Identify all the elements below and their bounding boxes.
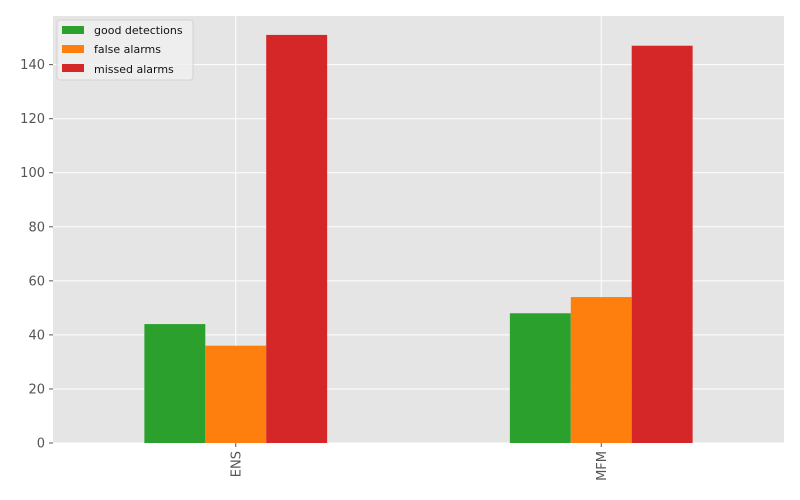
bar-good-detections-MFM (509, 313, 571, 443)
x-tick-label-MFM: MFM (595, 451, 610, 481)
legend-label-false-alarms: false alarms (94, 43, 161, 56)
y-tick-label: 140 (20, 58, 45, 73)
bar-missed-alarms-ENS (266, 34, 328, 443)
legend: good detections false alarms missed alar… (56, 19, 194, 81)
bar-false-alarms-MFM (570, 297, 632, 443)
y-tick-label: 0 (37, 437, 45, 452)
legend-label-good-detections: good detections (94, 24, 183, 37)
x-tick-label-ENS: ENS (229, 451, 244, 477)
y-tick-label: 60 (28, 274, 45, 289)
legend-box (56, 19, 194, 81)
legend-swatch-false-alarms (62, 45, 84, 53)
y-tick-label: 120 (20, 112, 45, 127)
legend-swatch-missed-alarms (62, 64, 84, 72)
y-axis-ticks: 0 20 40 60 80 100 120 140 (20, 58, 53, 452)
bar-false-alarms-ENS (205, 345, 267, 443)
bar-missed-alarms-MFM (631, 45, 693, 444)
legend-label-missed-alarms: missed alarms (94, 63, 174, 76)
y-tick-label: 20 (28, 382, 45, 397)
bars (144, 34, 693, 444)
y-tick-label: 100 (20, 166, 45, 181)
x-axis-ticks: ENS MFM (229, 443, 610, 481)
y-tick-label: 40 (28, 328, 45, 343)
y-tick-label: 80 (28, 220, 45, 235)
bar-good-detections-ENS (144, 324, 206, 443)
legend-swatch-good-detections (62, 26, 84, 34)
